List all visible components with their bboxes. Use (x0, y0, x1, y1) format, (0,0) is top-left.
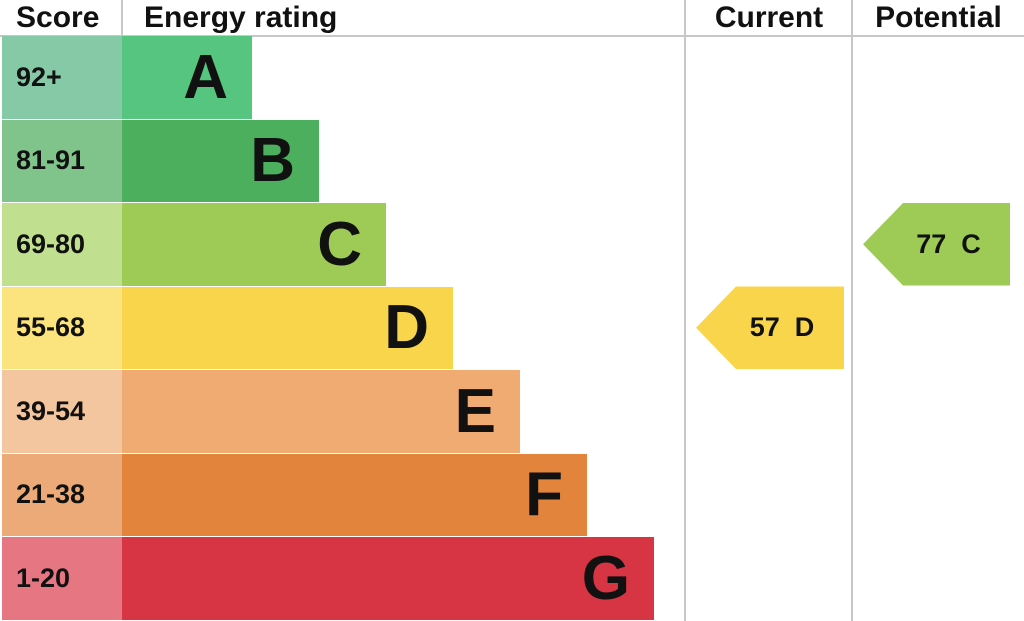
band-bar-c: C (122, 203, 386, 286)
header-divider (121, 0, 123, 36)
band-bar-e: E (122, 370, 520, 453)
potential-column-divider (851, 0, 853, 621)
band-bar-d: D (122, 286, 453, 369)
band-score-e: 39-54 (2, 370, 122, 453)
energy-rating-header: Energy rating (144, 1, 338, 34)
band-bar-a: A (122, 36, 252, 119)
band-score-c: 69-80 (2, 203, 122, 286)
band-score-g: 1-20 (2, 537, 122, 620)
current-header: Current (714, 1, 824, 34)
potential-rating-label: 77 C (916, 228, 981, 259)
band-bar-b: B (122, 119, 319, 202)
score-header: Score (16, 1, 100, 34)
band-score-a: 92+ (2, 36, 122, 119)
header-underline (0, 35, 1024, 37)
potential-header: Potential (875, 1, 1002, 34)
current-column-divider (684, 0, 686, 621)
band-score-f: 21-38 (2, 453, 122, 536)
band-score-d: 55-68 (2, 286, 122, 369)
band-bar-g: G (122, 537, 654, 620)
band-score-b: 81-91 (2, 119, 122, 202)
current-rating-label: 57 D (749, 312, 815, 343)
band-bar-f: F (122, 453, 587, 536)
